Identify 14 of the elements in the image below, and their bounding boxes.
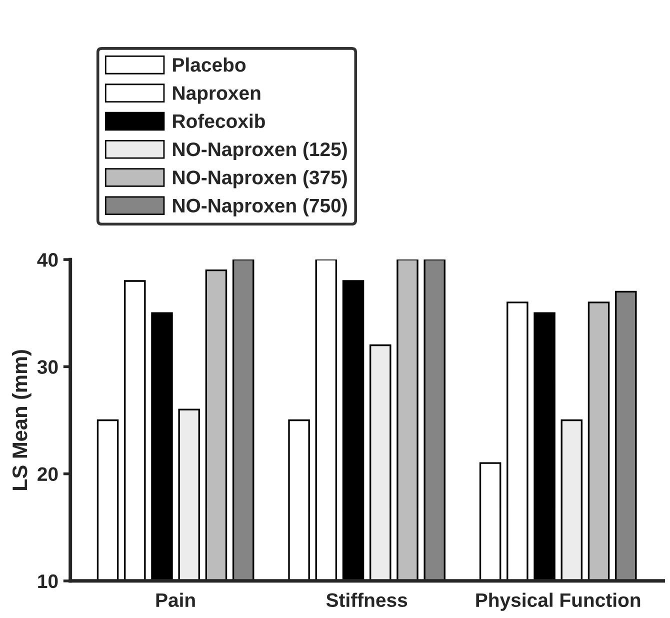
y-tick-label: 40	[37, 253, 58, 267]
x-tick-label: Pain	[156, 592, 195, 608]
y-tick-label: 10	[38, 574, 58, 588]
y-axis-title: LS Mean (mm)	[12, 350, 32, 490]
legend-label: NO-Naproxen (125)	[173, 142, 347, 160]
legend-label: Naproxen	[173, 86, 260, 104]
x-tick-label: Stiffness	[326, 592, 408, 608]
x-tick-label: Physical Function	[476, 592, 640, 611]
legend-label: Rofecoxib	[173, 114, 265, 128]
y-tick-label: 20	[38, 467, 58, 482]
y-tick-label: 30	[37, 360, 58, 374]
legend-label: Placebo	[173, 57, 246, 72]
legend-label: NO-Naproxen (750)	[173, 198, 347, 216]
legend-label: NO-Naproxen (375)	[173, 170, 347, 188]
